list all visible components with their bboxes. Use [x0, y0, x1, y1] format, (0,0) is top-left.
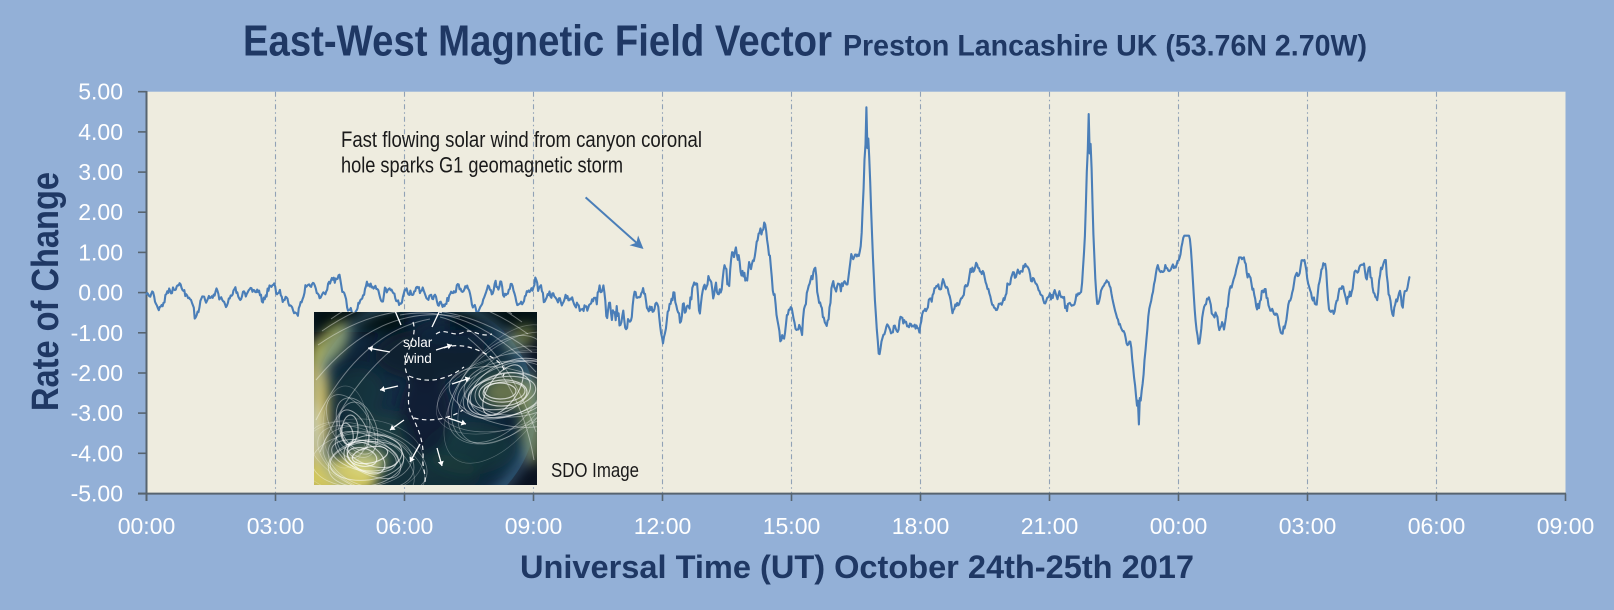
- svg-text:hole sparks G1 geomagnetic sto: hole sparks G1 geomagnetic storm: [341, 153, 623, 178]
- svg-text:-2.00: -2.00: [71, 360, 123, 386]
- svg-text:-3.00: -3.00: [71, 400, 123, 426]
- svg-text:3.00: 3.00: [78, 159, 123, 185]
- svg-text:15:00: 15:00: [763, 513, 821, 539]
- svg-text:00:00: 00:00: [1150, 513, 1208, 539]
- svg-text:00:00: 00:00: [118, 513, 176, 539]
- svg-text:Rate of Change: Rate of Change: [25, 172, 67, 411]
- svg-text:09:00: 09:00: [1537, 513, 1595, 539]
- svg-text:Preston Lancashire UK (53.76N: Preston Lancashire UK (53.76N 2.70W): [843, 30, 1367, 63]
- svg-text:2.00: 2.00: [78, 199, 123, 225]
- svg-text:06:00: 06:00: [376, 513, 434, 539]
- svg-text:-5.00: -5.00: [71, 481, 123, 507]
- svg-text:Universal Time (UT) October 24: Universal Time (UT) October 24th-25th 20…: [520, 549, 1194, 585]
- svg-text:06:00: 06:00: [1408, 513, 1466, 539]
- svg-text:solar: solar: [403, 335, 433, 350]
- svg-text:East-West Magnetic Field Vecto: East-West Magnetic Field Vector: [243, 17, 832, 66]
- svg-text:wind: wind: [403, 351, 432, 366]
- svg-text:09:00: 09:00: [505, 513, 563, 539]
- svg-text:03:00: 03:00: [1279, 513, 1337, 539]
- svg-text:03:00: 03:00: [247, 513, 305, 539]
- svg-text:-1.00: -1.00: [71, 320, 123, 346]
- svg-text:0.00: 0.00: [78, 280, 123, 306]
- svg-text:18:00: 18:00: [892, 513, 950, 539]
- svg-text:1.00: 1.00: [78, 239, 123, 265]
- svg-text:21:00: 21:00: [1021, 513, 1079, 539]
- svg-text:4.00: 4.00: [78, 119, 123, 145]
- svg-text:Fast flowing solar wind from c: Fast flowing solar wind from canyon coro…: [341, 127, 702, 152]
- svg-text:SDO Image: SDO Image: [551, 460, 639, 482]
- svg-text:5.00: 5.00: [78, 79, 123, 105]
- svg-text:-4.00: -4.00: [71, 440, 123, 466]
- svg-text:12:00: 12:00: [634, 513, 692, 539]
